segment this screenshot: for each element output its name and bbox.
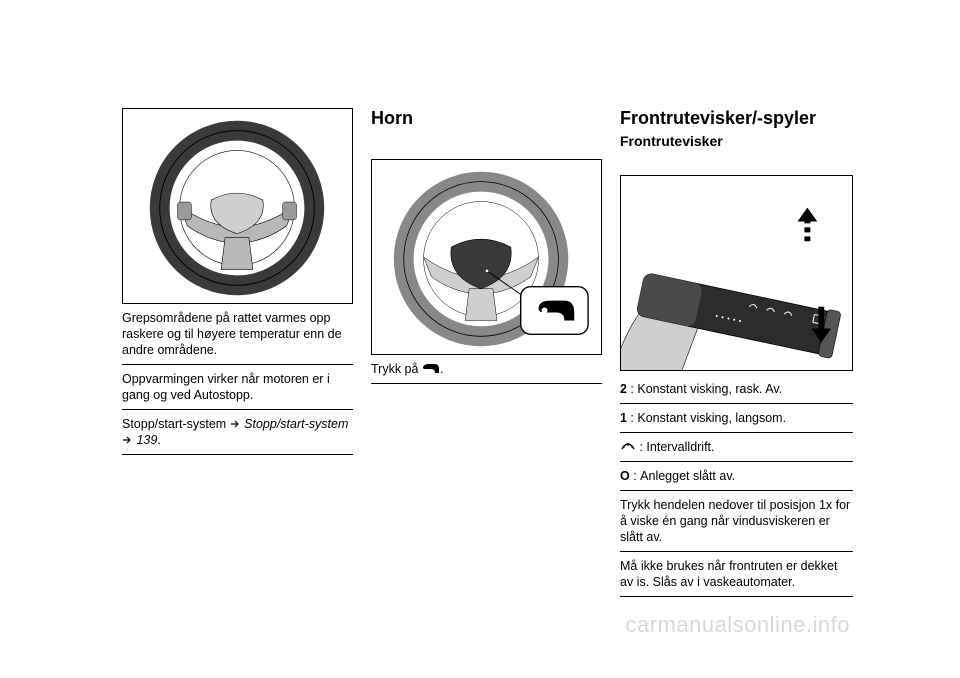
interval-wiper-icon bbox=[620, 439, 636, 451]
section-title-horn: Horn bbox=[371, 108, 602, 129]
definition-row: O : Anlegget slått av. bbox=[620, 462, 853, 491]
def-text: Konstant visking, langsom. bbox=[637, 410, 786, 426]
def-key: O bbox=[620, 468, 630, 484]
figure-heated-steering-wheel bbox=[122, 108, 353, 304]
paragraph: Trykk hendelen nedover til posisjon 1x f… bbox=[620, 491, 853, 552]
definition-row: 1 : Konstant visking, langsom. bbox=[620, 404, 853, 433]
caption: Trykk på . bbox=[371, 355, 602, 384]
text-fragment: Trykk på bbox=[371, 362, 422, 376]
figure-wiper-stalk bbox=[620, 175, 853, 371]
section-title-wiper: Frontrutevisker/-spyler bbox=[620, 108, 853, 129]
column-1: Grepsområdene på rattet varmes opp raske… bbox=[122, 108, 353, 678]
def-key: 1 bbox=[620, 410, 627, 426]
paragraph: Grepsområdene på rattet varmes opp raske… bbox=[122, 304, 353, 365]
def-text: Konstant visking, rask. Av. bbox=[637, 381, 782, 397]
arrow-link-icon bbox=[122, 435, 133, 445]
text-fragment: Stopp/start-system bbox=[122, 417, 230, 431]
def-colon: : bbox=[627, 410, 637, 426]
text-fragment: . bbox=[440, 362, 443, 376]
def-key: 2 bbox=[620, 381, 627, 397]
def-colon: : bbox=[627, 381, 637, 397]
link-text: Stopp/start-system bbox=[244, 417, 348, 431]
horn-icon bbox=[422, 363, 440, 374]
wiper-stalk-illustration bbox=[621, 175, 852, 371]
def-colon: : bbox=[630, 468, 640, 484]
figure-horn bbox=[371, 159, 602, 355]
column-2: Horn bbox=[371, 108, 602, 678]
paragraph: Oppvarmingen virker når motoren er i gan… bbox=[122, 365, 353, 410]
page-ref: 139 bbox=[133, 433, 157, 447]
arrow-link-icon bbox=[230, 419, 241, 429]
steering-wheel-illustration bbox=[123, 108, 352, 304]
def-text: Anlegget slått av. bbox=[640, 468, 735, 484]
horn-illustration bbox=[372, 159, 601, 355]
paragraph: Må ikke brukes når frontruten er dekket … bbox=[620, 552, 853, 597]
manual-page: Grepsområdene på rattet varmes opp raske… bbox=[0, 0, 960, 678]
subsection-title: Frontrutevisker bbox=[620, 133, 853, 149]
column-3: Frontrutevisker/-spyler Frontrutevisker bbox=[620, 108, 853, 678]
paragraph: Stopp/start-system Stopp/start-system 13… bbox=[122, 410, 353, 455]
definition-row: : Intervalldrift. bbox=[620, 433, 853, 462]
def-key-icon bbox=[620, 439, 636, 455]
watermark: carmanualsonline.info bbox=[625, 612, 850, 638]
definition-row: 2 : Konstant visking, rask. Av. bbox=[620, 371, 853, 404]
def-text: Intervalldrift. bbox=[646, 439, 714, 455]
text-fragment: . bbox=[157, 433, 160, 447]
def-colon: : bbox=[636, 439, 646, 455]
